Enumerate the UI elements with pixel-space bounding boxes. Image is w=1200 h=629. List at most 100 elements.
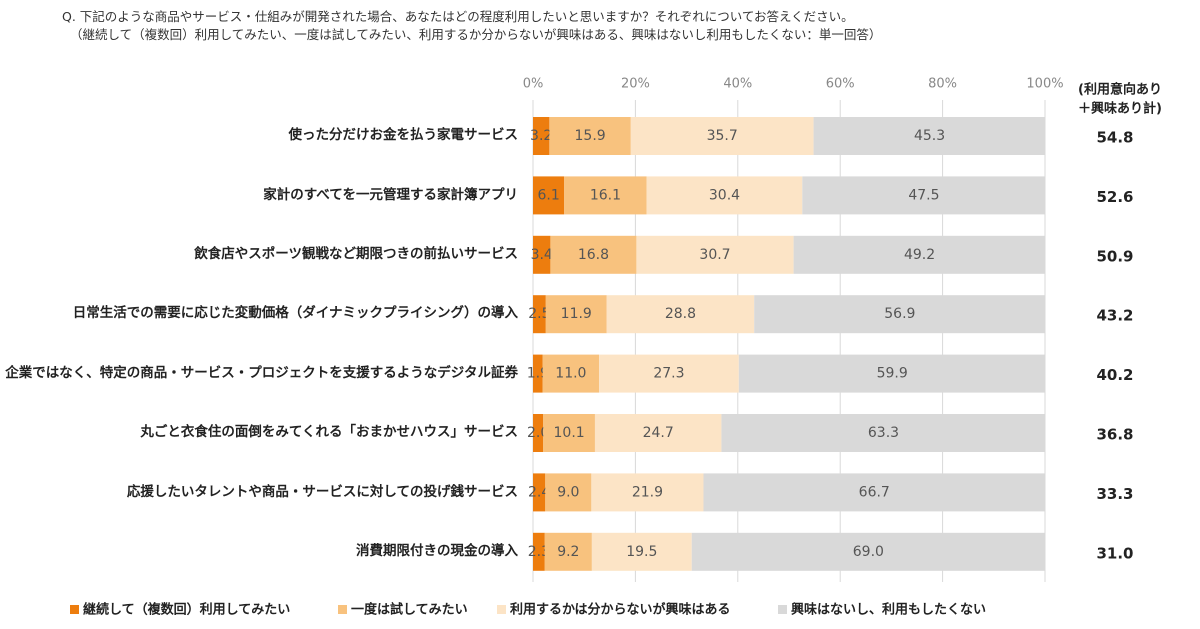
bar-segment (802, 176, 1046, 215)
value-label: 69.0 (853, 544, 884, 560)
bar-segment (721, 414, 1046, 452)
bar-segment (533, 295, 546, 334)
totals-header: (利用意向あり (1078, 82, 1162, 98)
bar-segment (591, 532, 692, 571)
legend-label: 継続して（複数回）利用してみたい (83, 602, 290, 618)
legend-label: 興味はないし、利用もしたくない (791, 602, 986, 618)
value-label: 3.4 (531, 247, 553, 263)
total-label: 43.2 (1096, 307, 1133, 325)
bar-segment (591, 473, 704, 512)
bar-segment (703, 473, 1045, 512)
category-text: 消費期限付きの現金の導入 (356, 542, 518, 559)
legend-swatch (70, 605, 79, 614)
category-label: 丸ごと衣食住の面倒をみてくれる「おまかせハウス」サービス (0, 405, 518, 461)
value-label: 63.3 (868, 425, 899, 441)
value-label: 24.7 (643, 425, 674, 441)
bar-segment (691, 532, 1045, 571)
total-label: 52.6 (1096, 188, 1133, 206)
x-tick-label: 60% (826, 77, 855, 92)
value-label: 30.4 (709, 187, 740, 203)
bar-segment (813, 117, 1046, 155)
bar-segment (533, 532, 545, 571)
category-label: 飲食店やスポーツ観戦など期限つきの前払いサービス (0, 227, 518, 283)
bar-segment (545, 473, 592, 512)
x-tick-label: 80% (928, 77, 957, 92)
bar-segment (543, 414, 595, 452)
x-tick-label: 100% (1026, 77, 1063, 92)
bar-segment (544, 532, 592, 571)
bar-segment (599, 354, 739, 393)
legend-swatch (497, 605, 506, 614)
value-label: 16.8 (578, 247, 609, 263)
bar-segment (533, 117, 550, 155)
value-label: 16.1 (590, 187, 621, 203)
chart-subtitle: （継続して（複数回）利用してみたい、一度は試してみたい、利用するか分からないが興… (70, 27, 882, 42)
bar-segment (738, 354, 1046, 393)
category-text: 飲食店やスポーツ観戦など期限つきの前払いサービス (194, 245, 518, 262)
bar-segment (630, 117, 814, 155)
value-label: 28.8 (665, 306, 696, 322)
value-label: 2.4 (528, 484, 550, 500)
category-text: 丸ごと衣食住の面倒をみてくれる「おまかせハウス」サービス (140, 424, 518, 441)
category-text: 家計のすべてを一元管理する家計簿アプリ (263, 186, 518, 203)
category-text: 企業ではなく、特定の商品・サービス・プロジェクトを支援するようなデジタル証券 (5, 364, 518, 381)
value-label: 66.7 (859, 484, 890, 500)
bar-segment (533, 354, 543, 393)
legend-label: 利用するかは分からないが興味はある (510, 602, 730, 618)
bar-segment (793, 235, 1046, 274)
value-label: 11.9 (561, 306, 592, 322)
legend-swatch (778, 605, 787, 614)
value-label: 49.2 (904, 247, 935, 263)
bar-segment (542, 354, 600, 393)
category-label: 消費期限付きの現金の導入 (0, 524, 518, 580)
value-label: 59.9 (877, 366, 908, 382)
total-label: 50.9 (1096, 247, 1133, 265)
category-label: 日常生活での需要に応じた変動価格（ダイナミックプライシング）の導入 (0, 286, 518, 342)
bar-segment (564, 176, 647, 215)
bar-segment (545, 295, 607, 334)
x-tick-label: 0% (523, 77, 544, 92)
value-label: 11.0 (555, 366, 586, 382)
value-label: 21.9 (632, 484, 663, 500)
bar-segment (754, 295, 1046, 334)
total-label: 33.3 (1096, 485, 1133, 503)
category-label: 家計のすべてを一元管理する家計簿アプリ (0, 167, 518, 223)
bar-segment (646, 176, 803, 215)
legend-label: 一度は試してみたい (351, 602, 468, 618)
value-label: 19.5 (626, 544, 657, 560)
total-label: 31.0 (1096, 544, 1133, 562)
category-text: 使った分だけお金を払う家電サービス (288, 127, 519, 144)
value-label: 9.2 (557, 544, 579, 560)
value-label: 45.3 (914, 128, 945, 144)
bar-segment (533, 473, 546, 512)
bar-segment (533, 414, 544, 452)
category-text: 日常生活での需要に応じた変動価格（ダイナミックプライシング）の導入 (72, 305, 518, 322)
total-label: 36.8 (1096, 426, 1133, 444)
total-label: 54.8 (1096, 129, 1133, 147)
bar-segment (549, 117, 631, 155)
value-label: 30.7 (699, 247, 730, 263)
category-label: 応援したいタレントや商品・サービスに対しての投げ銭サービス (0, 464, 518, 520)
category-label: 使った分だけお金を払う家電サービス (0, 108, 519, 164)
value-label: 2.3 (528, 544, 550, 560)
value-label: 9.0 (557, 484, 579, 500)
value-label: 2.5 (528, 306, 550, 322)
bar-segment (606, 295, 755, 334)
total-label: 40.2 (1096, 366, 1133, 384)
bar-segment (550, 235, 637, 274)
value-label: 10.1 (554, 425, 585, 441)
legend-swatch (338, 605, 347, 614)
chart-title: Q. 下記のような商品やサービス・仕組みが開発された場合、あなたはどの程度利用し… (62, 9, 854, 24)
totals-header: ＋興味あり計) (1078, 101, 1162, 117)
bar-segment (636, 235, 794, 274)
bar-segment (533, 235, 551, 274)
value-label: 56.9 (884, 306, 915, 322)
value-label: 6.1 (537, 187, 559, 203)
value-label: 47.5 (908, 187, 939, 203)
bar-segment (594, 414, 722, 452)
value-label: 27.3 (653, 366, 684, 382)
x-tick-label: 40% (723, 77, 752, 92)
value-label: 35.7 (707, 128, 738, 144)
